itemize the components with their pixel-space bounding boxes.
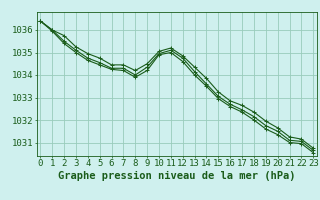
X-axis label: Graphe pression niveau de la mer (hPa): Graphe pression niveau de la mer (hPa)	[58, 171, 296, 181]
